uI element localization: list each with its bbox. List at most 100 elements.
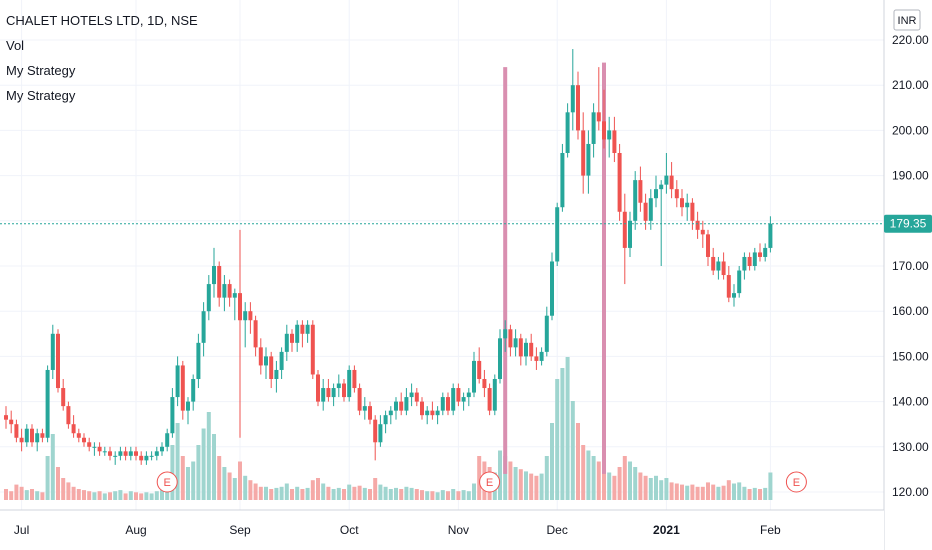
volume-bar: [466, 491, 471, 500]
earnings-marker-label: E: [793, 477, 800, 489]
volume-bar: [425, 491, 430, 500]
candle-body: [243, 311, 248, 321]
volume-bar: [680, 484, 684, 500]
candle-body: [217, 266, 222, 298]
x-tick-label: Nov: [448, 523, 469, 537]
candle-body: [258, 347, 263, 366]
volume-bar: [180, 456, 185, 500]
candle-body: [40, 433, 45, 438]
volume-bar: [113, 491, 118, 500]
volume-bar: [674, 483, 679, 500]
candle-body: [30, 428, 34, 443]
y-tick-label: 120.00: [892, 485, 929, 499]
candle-body: [461, 397, 466, 402]
volume-bar: [737, 482, 742, 500]
candle-body: [758, 252, 762, 257]
candle-body: [674, 189, 679, 199]
volume-bar: [305, 487, 310, 500]
candle-body: [732, 293, 736, 298]
strategy-marker-bar: [503, 67, 508, 474]
candle-body: [435, 410, 440, 416]
volume-bar: [196, 445, 201, 500]
candle-body: [232, 293, 237, 298]
candle-body: [92, 446, 97, 448]
last-price-badge: 179.35: [884, 214, 932, 233]
volume-bar: [108, 492, 112, 500]
volume-bar: [362, 487, 367, 500]
earnings-marker-label: E: [486, 477, 493, 489]
chart-legend: CHALET HOTELS LTD, 1D, NSE Vol My Strate…: [6, 8, 198, 108]
x-tick-label: Jul: [14, 523, 29, 537]
volume-bar: [61, 478, 66, 500]
candle-body: [700, 229, 705, 235]
volume-bar: [477, 456, 482, 500]
volume-bar: [763, 487, 768, 500]
candle-body: [716, 261, 721, 271]
candle-body: [165, 433, 170, 447]
candle-body: [643, 202, 648, 221]
volume-bar: [212, 434, 216, 500]
candle-body: [586, 143, 591, 176]
volume-bar: [581, 445, 586, 500]
candle-body: [617, 153, 622, 212]
volume-bar: [399, 489, 404, 500]
volume-bar: [695, 486, 700, 500]
y-axis-area: [884, 0, 932, 550]
volume-bar: [66, 482, 71, 500]
volume-bar: [357, 485, 362, 500]
earnings-marker-label: E: [164, 477, 171, 489]
volume-bar: [768, 472, 773, 500]
volume-bar: [217, 456, 222, 500]
volume-bar: [326, 486, 331, 500]
legend-volume[interactable]: Vol: [6, 38, 25, 53]
volume-bar: [544, 456, 549, 500]
volume-bar: [706, 482, 710, 500]
y-tick-label: 140.00: [892, 395, 929, 409]
volume-bar: [342, 489, 346, 500]
candle-body: [347, 369, 352, 398]
candle-body: [154, 451, 159, 456]
candle-body: [544, 315, 549, 352]
legend-symbol-title[interactable]: CHALET HOTELS LTD, 1D, NSE: [6, 13, 198, 28]
volume-bar: [128, 491, 133, 500]
candle-body: [149, 455, 154, 457]
candle-body: [539, 351, 544, 361]
volume-bar: [24, 490, 29, 500]
volume-bar: [232, 478, 237, 500]
strategy-markers: [503, 62, 606, 474]
volume-bar: [284, 483, 289, 500]
volume-bar: [659, 480, 664, 500]
candle-body: [591, 112, 596, 144]
candle-body: [66, 406, 71, 425]
volume-bar: [269, 489, 274, 500]
candle-body: [357, 388, 362, 411]
volume-bar: [201, 428, 206, 500]
volume-bar: [513, 467, 518, 500]
candle-body: [274, 369, 279, 379]
currency-box[interactable]: [893, 9, 921, 31]
candle-body: [71, 424, 76, 434]
volume-bar: [123, 493, 128, 500]
candle-body: [186, 401, 190, 411]
candle-body: [669, 175, 674, 190]
volume-bar: [638, 472, 643, 500]
volume-bar: [149, 493, 154, 500]
volume-bar: [295, 486, 300, 500]
legend-strategy-1[interactable]: My Strategy: [6, 63, 76, 78]
volume-bar: [368, 489, 372, 500]
volume-bar: [472, 483, 476, 500]
candle-body: [409, 392, 414, 398]
candle-body: [305, 324, 310, 334]
candle-body: [108, 451, 112, 456]
candle-body: [633, 180, 638, 221]
volume-bar: [102, 493, 107, 500]
volume-bar: [45, 456, 50, 500]
candle-body: [123, 451, 128, 456]
volume-bar: [643, 475, 648, 500]
legend-strategy-2[interactable]: My Strategy: [6, 88, 76, 103]
currency-badge[interactable]: INR: [893, 9, 921, 31]
candle-body: [472, 360, 476, 393]
candle-body: [487, 388, 492, 411]
earnings-marker: [785, 471, 807, 493]
